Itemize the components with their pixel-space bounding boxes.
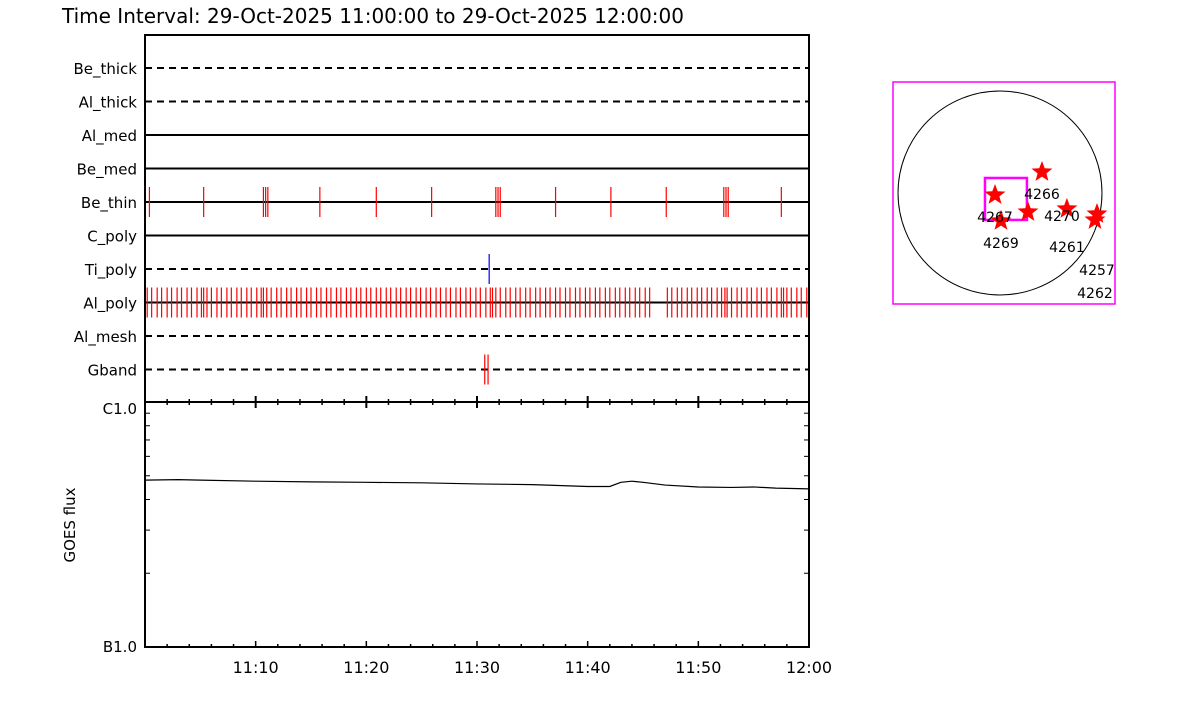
active-region-star xyxy=(1017,201,1039,221)
chart-title: Time Interval: 29-Oct-2025 11:00:00 to 2… xyxy=(61,4,684,28)
x-tick-label: 11:50 xyxy=(675,658,721,677)
goes-frame xyxy=(144,401,810,648)
goes-flux-line xyxy=(144,479,810,490)
solar-limb xyxy=(897,90,1103,296)
y-tick-label-bottom: B1.0 xyxy=(103,638,137,656)
active-region-label: 4270 xyxy=(1044,209,1080,225)
row-label: Al_mesh xyxy=(74,328,137,347)
row-label: Ti_poly xyxy=(84,261,137,280)
active-region-label: 4269 xyxy=(983,236,1019,252)
row-label: C_poly xyxy=(87,228,137,247)
active-region-star xyxy=(984,184,1006,204)
goes-ylabel: GOES flux xyxy=(61,487,79,562)
active-region-label: 4266 xyxy=(1024,187,1060,203)
timeline-frame xyxy=(144,34,810,403)
active-region-label: 4257 xyxy=(1079,263,1115,279)
filter-timeline: Be_thick Al_thick Al_med Be_med Be_thin C_pol… xyxy=(73,34,810,403)
x-tick-label: 11:20 xyxy=(343,658,389,677)
x-tick-label: 11:10 xyxy=(233,658,279,677)
x-tick-label: 11:40 xyxy=(565,658,611,677)
active-region-star xyxy=(1084,209,1106,229)
active-region-label: 4262 xyxy=(1077,286,1113,302)
row-label: Al_poly xyxy=(83,295,137,314)
row-label: Gband xyxy=(88,362,137,380)
map-frame xyxy=(892,81,1116,305)
row-label: Be_thick xyxy=(73,60,137,79)
goes-panel: GOES flux B1.0 C1.0 11:10 11:20 11:30 11:40… xyxy=(61,396,832,677)
solar-disk-map: 4266 4267 4269 4270 4261 4257 4262 xyxy=(892,81,1116,305)
x-tick-label: 12:00 xyxy=(786,658,832,677)
active-region-star xyxy=(990,209,1012,230)
row-label: Be_thin xyxy=(81,194,137,213)
y-tick-label-top: C1.0 xyxy=(103,400,137,418)
x-tick-label: 11:30 xyxy=(454,658,500,677)
active-region-star xyxy=(1056,197,1078,218)
active-region-star xyxy=(1031,161,1053,181)
active-region-label: 4267 xyxy=(977,210,1013,226)
active-region-star xyxy=(1086,203,1108,223)
row-label: Al_med xyxy=(82,127,137,146)
row-label: Be_med xyxy=(77,161,137,180)
row-label: Al_thick xyxy=(79,94,138,113)
active-region-label: 4261 xyxy=(1049,240,1085,256)
